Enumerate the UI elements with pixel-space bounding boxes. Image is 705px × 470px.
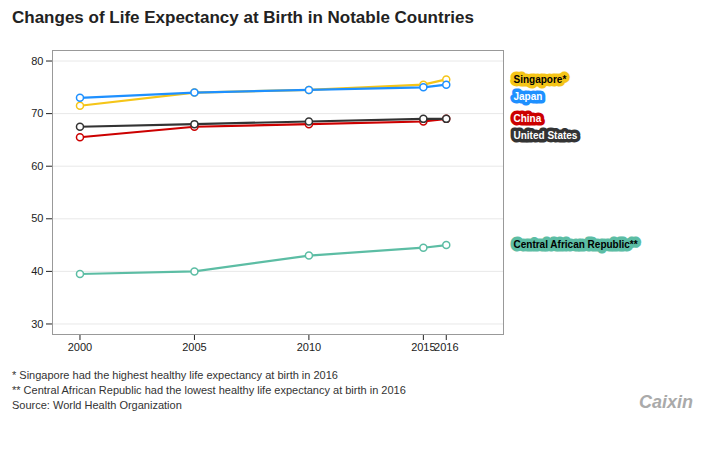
svg-text:2015: 2015: [411, 341, 435, 353]
svg-text:2000: 2000: [68, 341, 92, 353]
svg-text:Central African Republic**: Central African Republic**: [514, 239, 638, 250]
html-text:Source: World Health Organizat: Source: World Health Organization: [12, 399, 182, 411]
svg-text:Singapore*: Singapore*: [514, 74, 567, 85]
svg-text:Japan: Japan: [514, 91, 543, 102]
svg-text:40: 40: [31, 265, 43, 277]
svg-text:80: 80: [31, 55, 43, 67]
html-text:** Central African Republic ha: ** Central African Republic had the lowe…: [12, 384, 406, 396]
svg-text:70: 70: [31, 107, 43, 119]
svg-text:50: 50: [31, 212, 43, 224]
svg-text:United States: United States: [514, 130, 578, 141]
svg-text:2016: 2016: [434, 341, 458, 353]
html-text:Caixin: Caixin: [639, 392, 693, 412]
svg-text:30: 30: [31, 318, 43, 330]
html-text:Changes of Life Expectancy at: Changes of Life Expectancy at Birth in N…: [12, 8, 474, 27]
svg-text:2005: 2005: [182, 341, 206, 353]
html-text:* Singapore had the highest he: * Singapore had the highest healthy life…: [12, 369, 338, 381]
svg-text:China: China: [514, 113, 542, 124]
svg-text:2010: 2010: [297, 341, 321, 353]
svg-text:60: 60: [31, 160, 43, 172]
